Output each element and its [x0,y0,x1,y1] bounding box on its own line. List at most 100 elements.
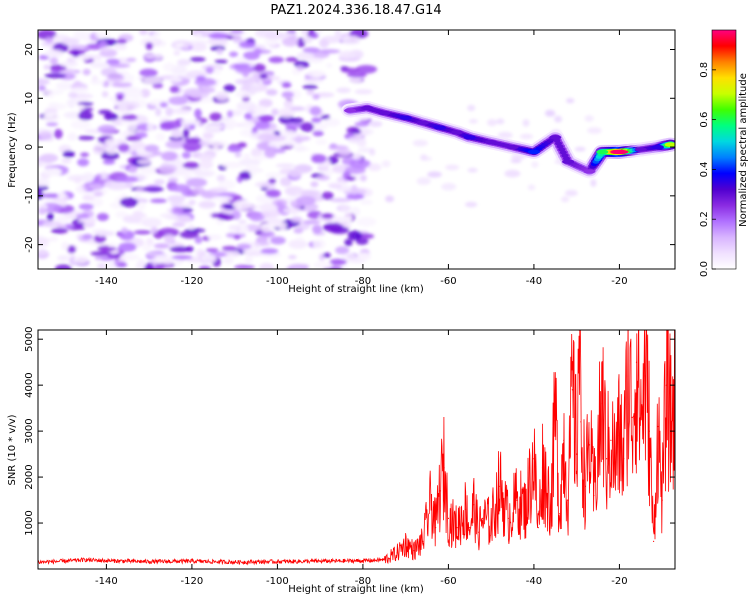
noise-blob [152,32,161,38]
noise-blob [127,166,138,174]
noise-blob [174,215,192,223]
y-tick-label: 2000 [24,464,35,489]
noise-blob [74,177,82,184]
noise-blob [236,243,252,250]
noise-blob [216,48,224,55]
ridge-peak [651,144,664,150]
snr-x-axis-label: Height of straight line (km) [288,584,424,595]
noise-blob [290,117,304,124]
noise-blob [234,151,242,158]
noise-blob [349,76,362,83]
snr-point [499,485,501,487]
noise-blob [197,153,214,162]
noise-blob [252,63,266,73]
noise-blob [134,194,141,200]
noise-blob [133,230,152,235]
snr-point [648,430,650,432]
noise-blob [279,176,292,187]
noise-blob [283,99,293,108]
noise-blob [38,207,47,215]
noise-blob [73,255,89,265]
noise-blob [100,46,112,52]
colorbar-tick-label: 0.6 [699,112,710,128]
noise-blob [351,128,362,134]
noise-blob [239,170,252,180]
noise-blob [264,31,285,40]
noise-blob [159,102,168,108]
noise-blob [341,265,349,269]
noise-blob [41,193,61,198]
snr-point [405,543,407,545]
noise-blob [132,210,144,217]
noise-blob [242,70,250,78]
noise-blob [341,35,361,45]
noise-blob [42,89,64,95]
noise-blob [150,257,167,264]
spectrogram-y-axis-label: Frequency (Hz) [7,112,18,188]
noise-blob [81,54,97,59]
noise-blob [174,167,194,177]
noise-blob [349,159,371,169]
noise-blob [170,184,191,193]
noise-blob [44,49,64,58]
noise-blob [211,196,234,202]
noise-blob [50,236,59,242]
noise-blob [171,128,182,139]
noise-blob [201,253,217,264]
noise-blob [97,124,117,134]
ridge-peak [664,142,675,147]
noise-blob [321,191,334,200]
noise-blob [137,258,146,268]
noise-blob [119,197,138,208]
noise-blob [194,236,203,244]
noise-blob [341,67,360,74]
noise-blob [236,101,257,112]
noise-blob [144,262,154,269]
snr-y-ticks: 1000 2000 3000 4000 5000 [24,326,675,536]
noise-blob [158,227,180,238]
noise-blob [311,154,327,164]
noise-blob [139,68,158,78]
noise-blob [146,122,155,132]
noise-blob [53,128,63,139]
noise-blob [258,98,273,108]
noise-blob [519,133,534,140]
noise-blob [273,148,286,154]
noise-blob [328,145,349,151]
ridge-peak [596,149,609,155]
x-tick-label: -40 [526,576,542,587]
noise-blob [329,198,352,203]
spectrogram-y-ticks: -20 -10 0 10 20 [24,43,675,253]
noise-blob [564,189,578,197]
noise-blob [560,196,570,203]
noise-blob [275,163,295,168]
noise-blob [202,132,214,140]
noise-blob [283,207,302,214]
noise-blob [285,57,299,62]
noise-blob [95,230,116,237]
snr-point [665,384,668,386]
noise-blob [102,159,116,165]
x-tick-label: -80 [355,576,371,587]
noise-blob [210,213,222,218]
noise-blob [104,138,119,146]
noise-blob [106,58,120,65]
snr-x-ticks: -140 -120 -100 -80 -60 -40 -20 [95,330,628,587]
noise-blob [354,89,373,95]
noise-blob [38,178,50,187]
noise-blob [81,172,95,183]
noise-blob [46,212,55,222]
ridge-cell [556,144,564,149]
noise-blob [303,78,324,84]
noise-blob [522,119,530,127]
y-tick-label: 20 [24,43,35,56]
noise-blob [89,80,105,85]
noise-blob [238,219,247,224]
noise-blob [167,195,186,203]
noise-blob [205,248,219,253]
x-tick-label: -140 [95,576,118,587]
noise-blob [236,56,247,63]
ridge-peak [361,105,374,111]
noise-blob [259,203,278,213]
